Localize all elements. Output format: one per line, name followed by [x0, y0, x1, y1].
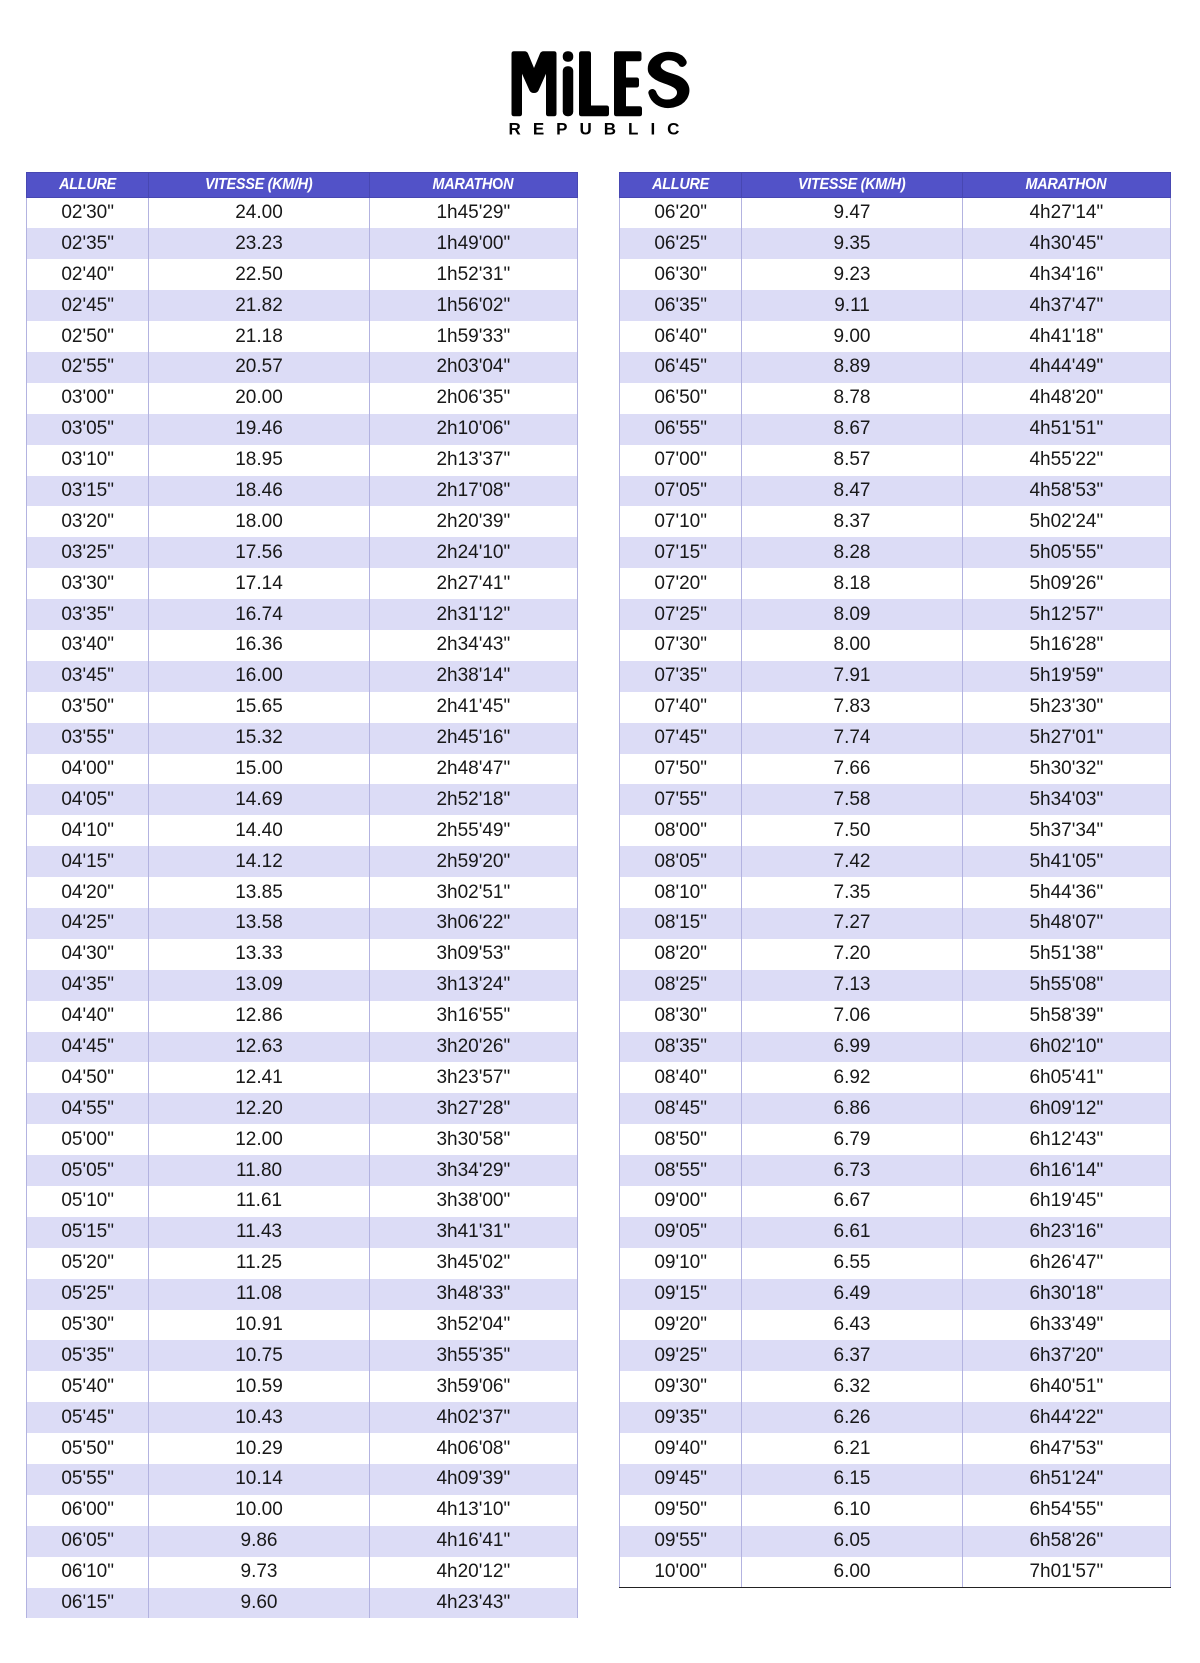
svg-text:REPUBLIC: REPUBLIC — [509, 119, 691, 138]
